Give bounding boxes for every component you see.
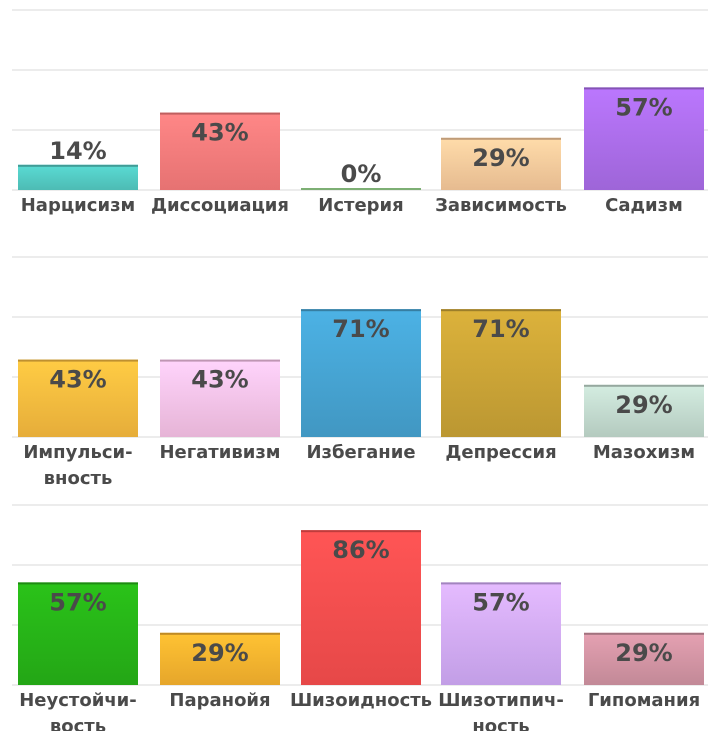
bar-top-edge [160, 359, 280, 362]
data-label: 0% [341, 160, 382, 188]
data-label: 71% [472, 315, 529, 343]
data-label: 29% [472, 144, 529, 172]
bar-chart-3: 57% Неустойчи-вость 29% Паранойя 86% Шизоидно… [12, 504, 708, 731]
bar[interactable] [441, 137, 561, 190]
category-label: Шизоидность [290, 690, 432, 711]
data-label: 57% [49, 588, 106, 616]
category-label: Истерия [318, 195, 403, 216]
bar-top-edge [301, 188, 421, 190]
bar-top-edge [160, 632, 280, 635]
category-label: Гипомания [588, 690, 700, 711]
bar-top-edge [18, 582, 138, 585]
bar[interactable] [160, 359, 280, 437]
bar[interactable] [584, 87, 704, 190]
bar-top-edge [584, 632, 704, 635]
bar[interactable] [160, 112, 280, 190]
data-label: 57% [472, 588, 529, 616]
category-label: Нарцисизм [21, 195, 136, 216]
category-label: Зависимость [435, 195, 567, 216]
category-label: Мазохизм [593, 442, 695, 463]
bar-top-edge [584, 384, 704, 387]
bar[interactable] [441, 309, 561, 437]
bar[interactable] [18, 359, 138, 437]
bar-top-edge [441, 582, 561, 585]
bar[interactable] [301, 530, 421, 685]
bar-top-edge [18, 359, 138, 362]
bar-top-edge [18, 164, 138, 167]
bar-chart-1: 14% Нарцисизм 43% Диссоциация 0% Истерия 29% За… [12, 9, 708, 216]
bar[interactable] [18, 582, 138, 685]
data-label: 57% [615, 93, 672, 121]
data-label: 29% [615, 639, 672, 667]
data-label: 14% [49, 137, 106, 165]
bar-top-edge [441, 309, 561, 312]
category-label: Избегание [306, 442, 415, 463]
data-label: 43% [191, 119, 248, 147]
data-label: 71% [332, 315, 389, 343]
data-label: 86% [332, 536, 389, 564]
bar[interactable] [301, 309, 421, 437]
bar[interactable] [584, 384, 704, 437]
data-label: 29% [191, 639, 248, 667]
category-label: Диссоциация [151, 195, 289, 216]
bar[interactable] [584, 632, 704, 685]
category-label: Негативизм [159, 442, 280, 463]
data-label: 43% [49, 366, 106, 394]
bar-top-edge [441, 137, 561, 140]
category-label: Паранойя [169, 690, 270, 711]
bar[interactable] [160, 632, 280, 685]
bar[interactable] [18, 164, 138, 190]
bar-chart-2: 43% Импульси-вность 43% Негативизм 71% Избега… [12, 256, 708, 489]
category-label: Импульси-вность [23, 442, 132, 489]
data-label: 29% [615, 391, 672, 419]
category-label: Неустойчи-вость [19, 690, 137, 731]
category-label: Садизм [605, 195, 683, 216]
category-label: Депрессия [445, 442, 556, 463]
category-label: Шизотипич-ность [438, 690, 564, 731]
bar-top-edge [160, 112, 280, 115]
bar-top-edge [301, 309, 421, 312]
data-label: 43% [191, 366, 248, 394]
bar[interactable] [441, 582, 561, 685]
bar-top-edge [301, 530, 421, 533]
bar-top-edge [584, 87, 704, 90]
